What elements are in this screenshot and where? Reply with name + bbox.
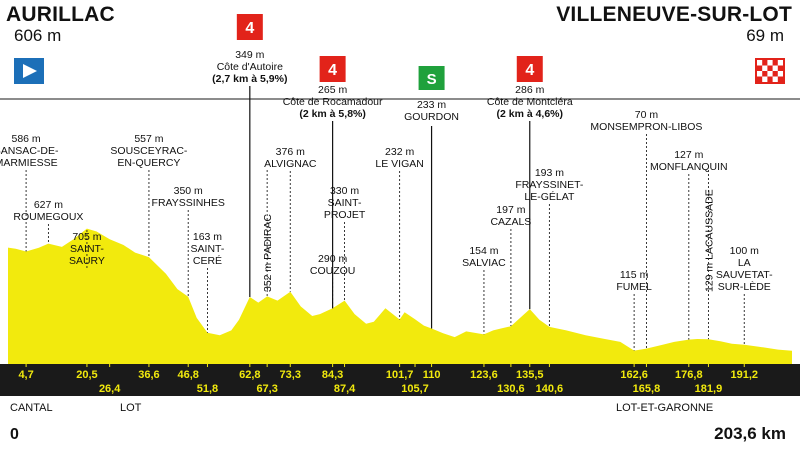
finish-altitude: 69 m (746, 26, 784, 45)
vertical-waypoint-label: 352 m PADIRAC (262, 214, 274, 292)
finish-flag-icon (755, 58, 785, 84)
waypoint-label: CERÉ (193, 254, 222, 267)
waypoint-label: LE VIGAN (375, 158, 423, 170)
km-marker-label: 105,7 (401, 383, 429, 395)
waypoint-label: 127 m (674, 149, 703, 161)
sprint-label: 233 m (417, 99, 446, 111)
km-marker-label: 123,6 (470, 369, 498, 381)
km-marker-label: 162,6 (620, 369, 648, 381)
waypoint-label: SOUSCEYRAC- (110, 145, 188, 157)
waypoint-label: MARMIESSE (0, 157, 58, 169)
waypoint-label: 197 m (496, 204, 525, 216)
waypoint-label: SAINT- (191, 243, 225, 255)
waypoint-label: 586 m (12, 133, 41, 145)
waypoint-label: SANSAC-DE- (0, 145, 59, 157)
waypoint-label: 705 m (72, 231, 101, 243)
start-altitude: 606 m (14, 26, 62, 45)
km-marker-label: 51,8 (197, 383, 218, 395)
finish-town-name: VILLENEUVE-SUR-LOT (556, 3, 792, 26)
climb-gradient-label: (2 km à 5,8%) (299, 108, 366, 120)
km-marker-label: 67,3 (256, 383, 277, 395)
waypoint-label: 330 m (330, 185, 359, 197)
climb-label: Côte de Montcléra (487, 96, 573, 108)
km-marker-label: 135,5 (516, 369, 544, 381)
start-town-name: AURILLAC (6, 3, 115, 26)
profile-area (8, 228, 792, 364)
waypoint-label: ALVIGNAC (264, 158, 317, 170)
waypoint-label: LA (738, 257, 751, 269)
waypoint-label: MONSEMPRON-LIBOS (590, 121, 702, 133)
distance-band (0, 364, 800, 396)
km-marker-label: 62,8 (239, 369, 260, 381)
km-marker-label: 165,8 (633, 383, 661, 395)
waypoint-label: LE-GÉLAT (524, 190, 575, 203)
waypoint-label: ROUMEGOUX (13, 211, 83, 223)
climb-gradient-label: (2 km à 4,6%) (496, 108, 563, 120)
waypoint-label: 163 m (193, 231, 222, 243)
km-marker-label: 176,8 (675, 369, 703, 381)
km-marker-label: 26,4 (99, 383, 121, 395)
km-marker-label: 110 (423, 369, 441, 381)
waypoint-label: 232 m (385, 146, 414, 158)
climb-label: 265 m (318, 84, 347, 96)
waypoint-label: FUMEL (616, 281, 652, 293)
distance-end-label: 203,6 km (714, 424, 786, 443)
climb-label: 286 m (515, 84, 544, 96)
km-marker-label: 36,6 (138, 369, 159, 381)
waypoint-label: SALVIAC (462, 257, 506, 269)
km-marker-label: 4,7 (18, 369, 33, 381)
region-label-lot-et-garonne: LOT-ET-GARONNE (616, 402, 714, 414)
climb-category-label: 4 (245, 20, 254, 37)
climb-category-4-icon (236, 14, 263, 40)
waypoint-label: SAUVETAT- (716, 269, 773, 281)
waypoint-label: 100 m (730, 245, 759, 257)
start-flag-icon (14, 58, 44, 84)
waypoint-label: 350 m (174, 185, 203, 197)
waypoint-label: 557 m (134, 133, 163, 145)
climb-category-4-icon (516, 56, 543, 82)
km-marker-label: 73,3 (280, 369, 301, 381)
km-marker-label: 191,2 (730, 369, 758, 381)
climb-gradient-label: (2,7 km à 5,9%) (212, 73, 287, 85)
distance-start-label: 0 (10, 426, 19, 443)
km-marker-label: 84,3 (322, 369, 343, 381)
sprint-icon (418, 66, 445, 90)
climb-category-4-icon (319, 56, 346, 82)
waypoint-label: 376 m (276, 146, 305, 158)
km-marker-label: 20,5 (76, 369, 97, 381)
waypoint-label: SAINT- (70, 243, 104, 255)
km-marker-label: 87,4 (334, 383, 356, 395)
waypoint-label: MONFLANQUIN (650, 161, 728, 173)
km-marker-label: 181,9 (695, 383, 723, 395)
waypoint-label: SAINT- (328, 197, 362, 209)
waypoint-label: 154 m (469, 245, 498, 257)
waypoint-label: EN-QUERCY (117, 157, 180, 169)
region-label-cantal: CANTAL (10, 402, 53, 414)
climb-label: 349 m (235, 49, 264, 61)
waypoint-label: 193 m (535, 167, 564, 179)
waypoint-label: 115 m (620, 269, 649, 281)
sprint-letter: S (427, 71, 437, 88)
waypoint-label: PROJET (324, 209, 366, 221)
waypoint-label: CAZALS (490, 216, 531, 228)
km-marker-label: 140,6 (536, 383, 564, 395)
waypoint-label: SAURY (69, 255, 105, 267)
sprint-label: GOURDON (404, 111, 459, 123)
km-marker-label: 101,7 (386, 369, 414, 381)
waypoint-label: SUR-LÈDE (718, 280, 771, 293)
climb-category-label: 4 (525, 62, 534, 79)
km-marker-label: 46,8 (178, 369, 199, 381)
vertical-waypoint-label: 129 m LACAUSSADE (703, 189, 715, 292)
waypoint-label: FRAYSSINHES (152, 197, 225, 209)
waypoint-label: 70 m (635, 109, 659, 121)
climb-category-label: 4 (328, 62, 337, 79)
climb-label: Côte d'Autoire (217, 61, 283, 73)
region-label-lot: LOT (120, 402, 142, 414)
waypoint-label: FRAYSSINET- (515, 179, 584, 191)
km-marker-label: 130,6 (497, 383, 525, 395)
climb-label: Côte de Rocamadour (283, 96, 383, 108)
waypoint-label: 627 m (34, 199, 63, 211)
